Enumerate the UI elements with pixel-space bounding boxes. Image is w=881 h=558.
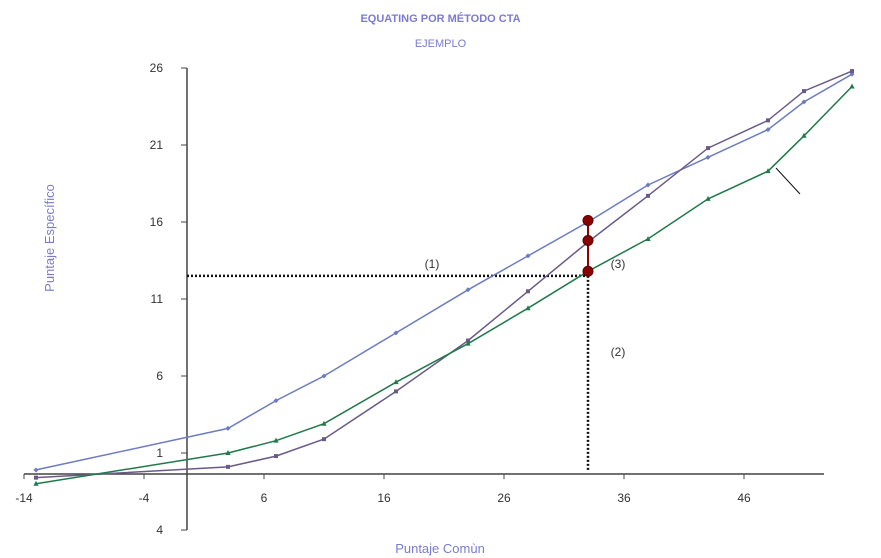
series-2-point [850,69,854,74]
series-3-point [465,340,471,346]
series-3-point [645,235,651,241]
y-axis-title: Puntaje Específico [42,184,57,292]
y-tick-label: 11 [151,292,164,306]
series-1-point [273,398,279,404]
y-tick-label: 26 [150,61,164,75]
series-2-point [466,338,470,343]
series-1-point [393,330,399,336]
series-2-point [766,118,770,123]
series-1-point [465,287,471,293]
series-3-point [225,450,231,455]
annotation-label: (2) [611,345,626,359]
highlight-point [582,265,594,277]
series-1-point [225,425,231,431]
series-1-line [35,73,853,471]
series-1-point [705,154,711,160]
highlight-point [582,234,594,246]
x-axis-title: Puntaje Comùn [395,541,485,556]
series-3-point [765,168,771,174]
x-tick-label: 36 [617,491,631,505]
chart-title: EQUATING POR MÉTODO CTA [360,13,521,25]
y-tick-label: 16 [150,215,164,229]
series-1-point [765,127,771,133]
series-3-point [321,420,327,426]
series-3-point [393,379,399,385]
x-tick-label: 46 [737,491,751,505]
series-3-point [525,305,531,311]
series-2-line [35,70,853,479]
series-3-point [705,195,711,201]
x-tick-label: 6 [261,491,268,505]
annotation-label: (1) [425,257,440,271]
series-2-point [706,146,710,151]
series-2-point [802,89,806,94]
series-2-point [226,464,230,469]
y-tick-label: 21 [150,138,164,152]
x-tick-label: -14 [15,491,33,505]
chart-subtitle: EJEMPLO [414,38,467,50]
series-1-point [321,373,327,379]
series-3-point [849,83,855,89]
series-3-point [801,132,807,138]
series-2-point [646,193,650,198]
highlight-point [582,214,594,226]
series-2-point [322,437,326,442]
series-2-point [526,289,530,294]
ccet-base-leader-line [775,167,801,195]
series-1-point [801,99,807,105]
y-tick-label: 1 [156,446,163,460]
series-2-point [394,389,398,394]
x-tick-label: -4 [139,491,150,505]
series-3-point [273,437,279,443]
x-tick-label: 16 [377,491,391,505]
annotation-label: (3) [611,257,626,271]
series-2-point [274,454,278,459]
x-tick-label: 26 [497,491,511,505]
series-2-point [34,475,38,480]
series-1-point [33,467,39,473]
series-3-point [33,480,39,486]
series-1-point [525,253,531,259]
series-1-point [645,182,651,188]
y-tick-label: 4 [156,523,163,537]
y-tick-label: 6 [156,369,163,383]
